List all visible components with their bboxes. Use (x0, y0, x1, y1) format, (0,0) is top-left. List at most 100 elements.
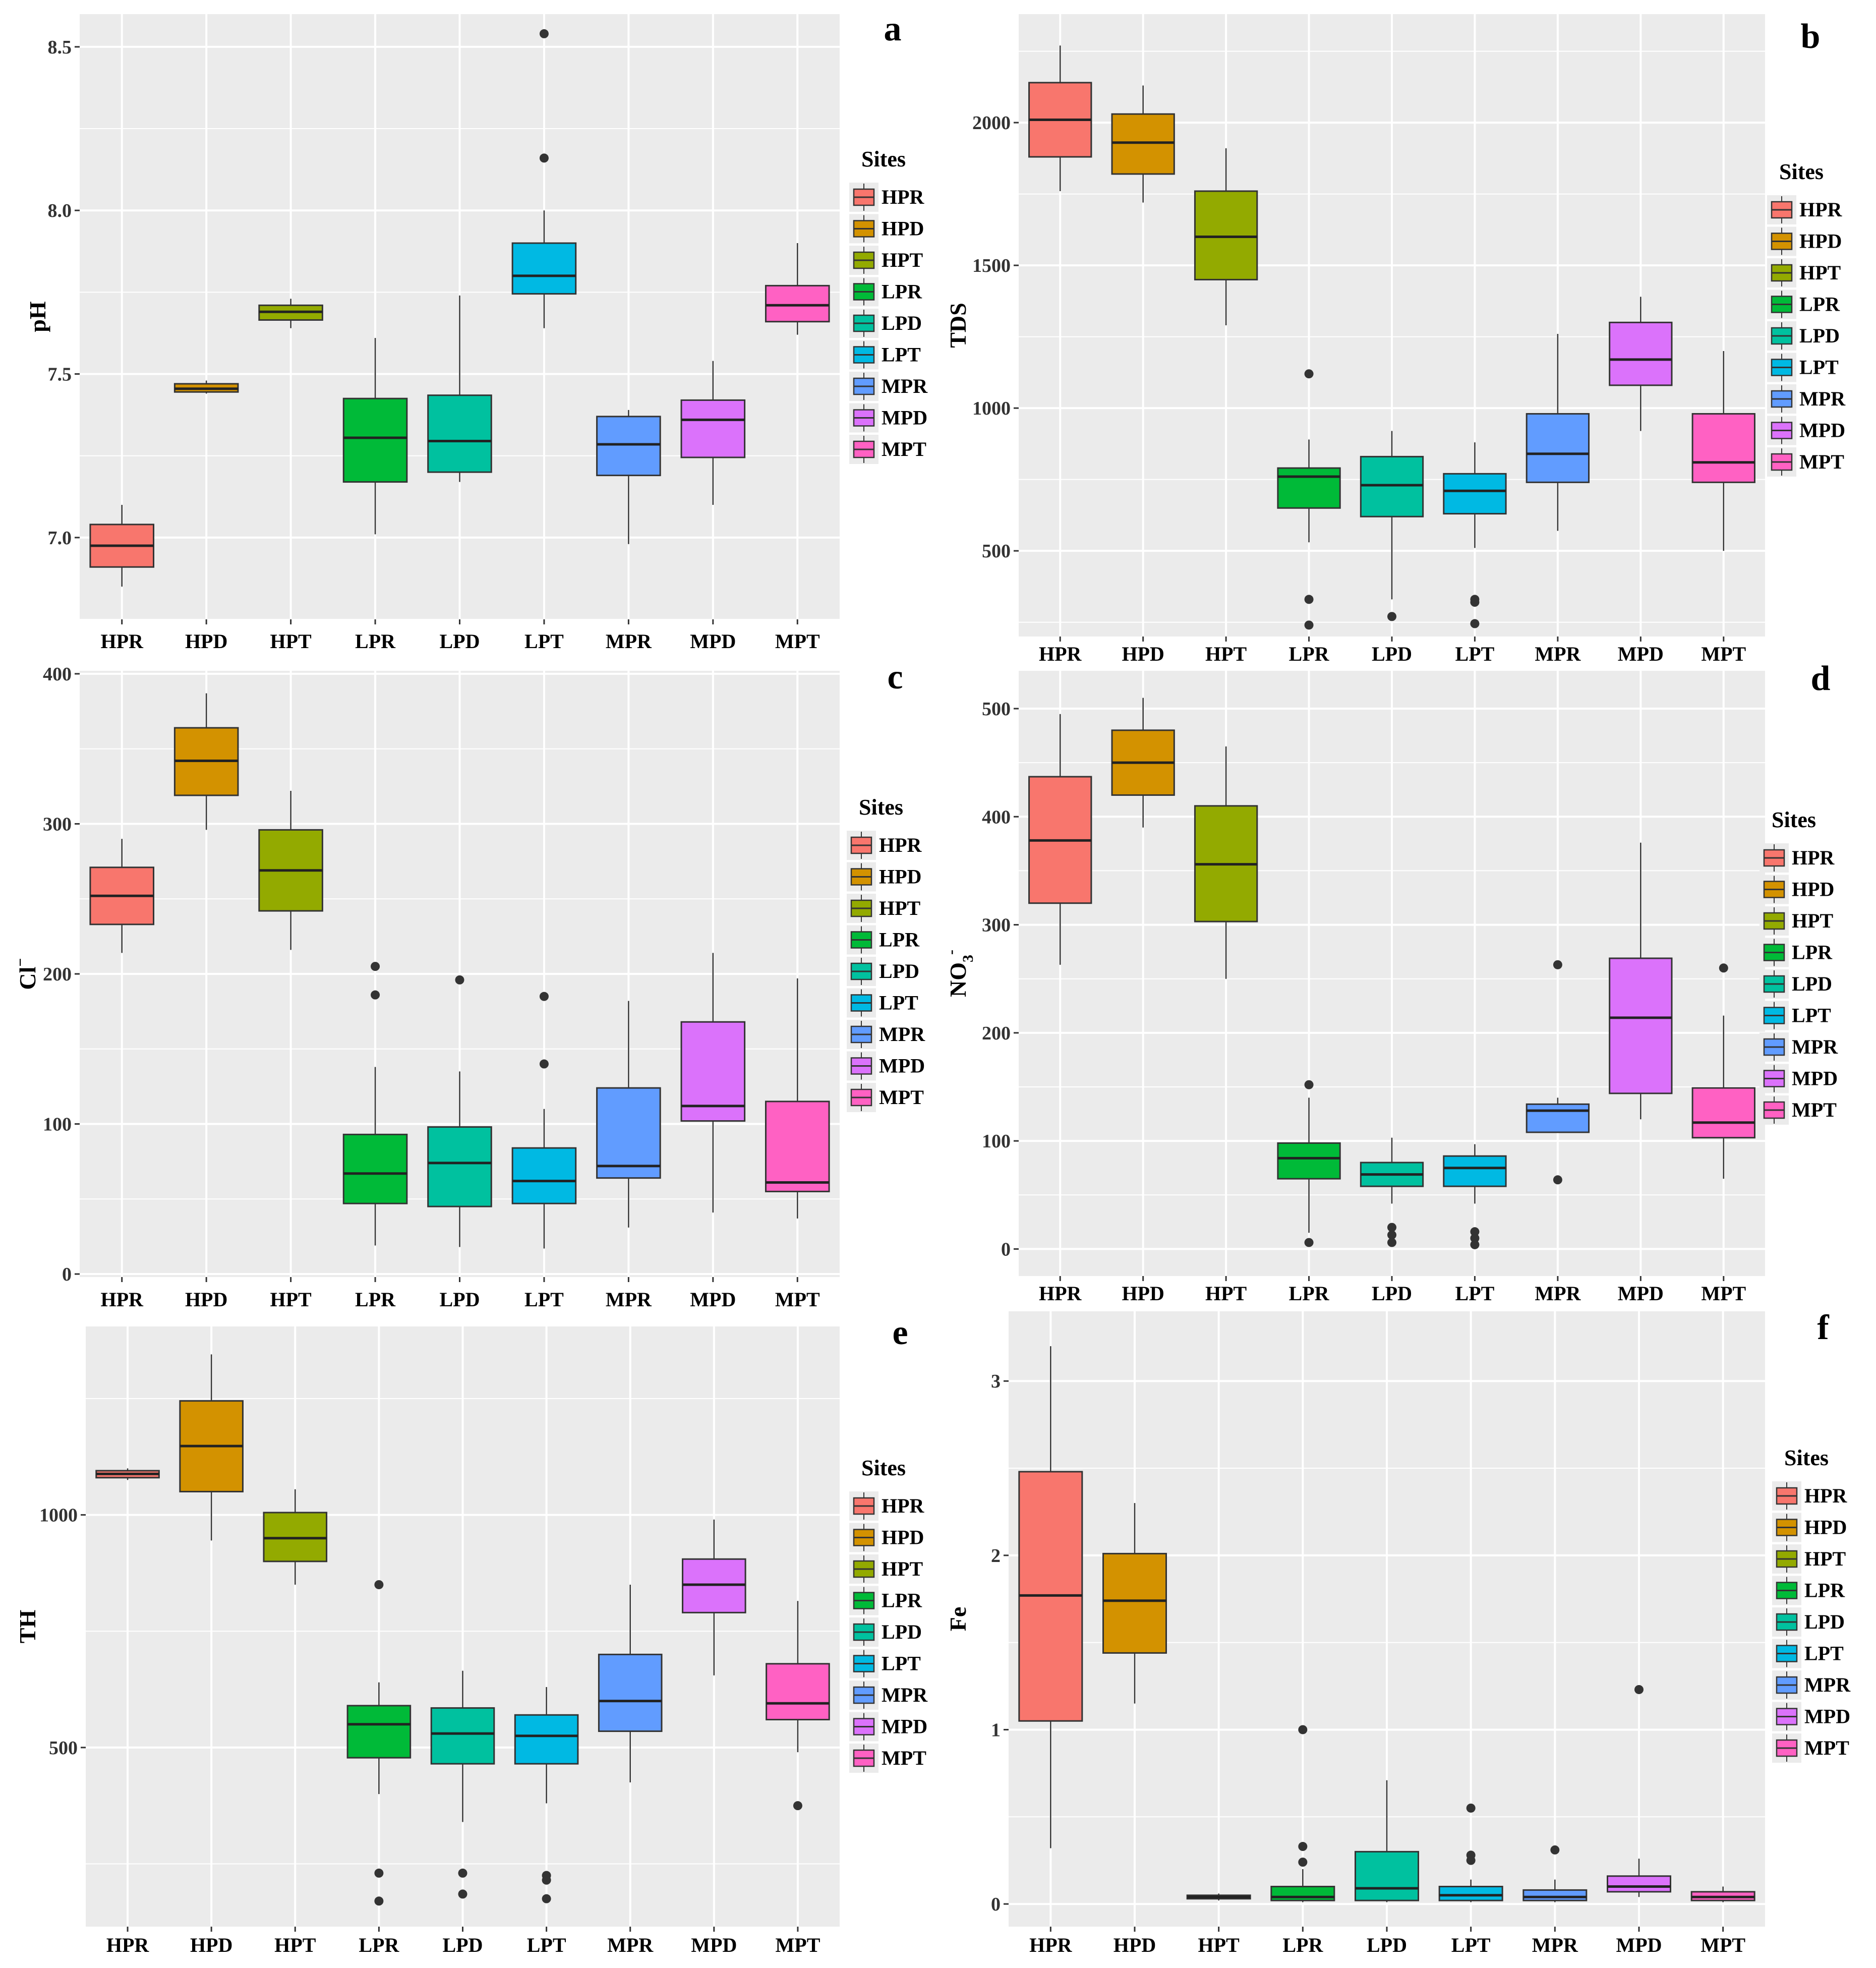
y-axis-title: Fe (945, 1607, 971, 1632)
legend: Sites HPR HPD HPT LPR LPD LPT MPR MPD MPT (849, 1456, 928, 1773)
legend-label: HPR (1792, 846, 1835, 869)
x-tick-label: LPD (440, 1288, 480, 1311)
legend-label: MPD (1804, 1705, 1850, 1728)
box-body (1102, 1552, 1167, 1654)
legend-key-MPR (1767, 384, 1796, 414)
x-tick-label: HPT (270, 630, 312, 653)
x-tick-label: LPT (524, 1288, 564, 1311)
outlier-point (1553, 1175, 1562, 1185)
legend-label: LPD (1799, 324, 1840, 347)
box-LPD (427, 295, 492, 482)
x-tick-label: MPR (606, 1288, 652, 1311)
legend-key-MPT (1760, 1095, 1789, 1125)
y-tick-label: 200 (43, 964, 72, 985)
legend-label: HPD (1799, 230, 1842, 253)
legend-label: HPD (882, 1526, 924, 1549)
box-body (765, 284, 830, 323)
outlier-point (1298, 1842, 1308, 1851)
legend-label: LPR (1799, 293, 1840, 316)
y-tick-label: 2 (991, 1545, 1001, 1567)
legend-key-MPD (1772, 1702, 1801, 1731)
legend-key-HPR (1767, 195, 1796, 224)
legend-label: MPD (879, 1055, 925, 1077)
outlier-point (1466, 1803, 1476, 1813)
y-axis-title: Cl− (12, 958, 40, 990)
box-body (596, 416, 661, 477)
outlier-point (539, 1059, 549, 1069)
x-tick-label: LPD (1372, 1282, 1412, 1305)
legend-key-LPT (1772, 1639, 1801, 1668)
legend-label: MPD (1792, 1067, 1838, 1090)
outlier-point (1470, 595, 1480, 604)
legend-title: Sites (1772, 807, 1816, 832)
box-MPT (765, 978, 830, 1219)
legend-label: LPR (879, 929, 920, 951)
grid-lines (1009, 1311, 1765, 1927)
legend-key-HPD (1760, 875, 1789, 904)
box-LPR (1270, 1725, 1335, 1902)
legend-label: LPD (1804, 1610, 1845, 1633)
legend-key-HPT (1767, 258, 1796, 287)
legend-key-LPR (849, 277, 878, 307)
box-body (1609, 957, 1673, 1094)
box-HPT (258, 791, 323, 950)
legend-label: LPR (882, 280, 922, 303)
box-MPT (1691, 963, 1755, 1179)
outlier-point (539, 29, 549, 38)
outlier-point (1634, 1685, 1644, 1694)
box-body (427, 394, 492, 473)
x-tick-label: HPT (270, 1288, 312, 1311)
x-tick-label: MPT (776, 1934, 820, 1956)
legend-key-MPR (849, 372, 878, 401)
box-HPT (1194, 148, 1258, 325)
legend-key-MPR (847, 1020, 876, 1049)
x-tick-label: MPR (1532, 1934, 1578, 1956)
box-LPR (342, 338, 408, 535)
box-body (1194, 190, 1258, 280)
y-tick-label: 400 (43, 664, 72, 685)
y-tick-label: 3 (991, 1371, 1001, 1392)
x-tick-label: MPT (1701, 1282, 1746, 1305)
outlier-point (1550, 1845, 1560, 1855)
legend-key-HPR (847, 831, 876, 860)
legend-label: LPT (882, 1652, 921, 1675)
box-HPT (258, 299, 323, 328)
legend-key-MPD (1760, 1064, 1789, 1093)
y-tick-label: 2000 (972, 112, 1011, 134)
box-body (1691, 1087, 1755, 1139)
legend-key-MPT (1767, 447, 1796, 477)
box-LPD (1360, 1137, 1424, 1247)
box-MPR (1526, 960, 1590, 1185)
x-tick-label: MPR (606, 630, 652, 653)
legend-label: LPR (882, 1589, 922, 1612)
legend-key-LPT (847, 988, 876, 1018)
legend-title: Sites (861, 147, 906, 171)
legend-label: MPD (882, 407, 927, 429)
legend-key-HPT (847, 894, 876, 923)
y-tick-label: 0 (1001, 1239, 1011, 1260)
outlier-point (539, 992, 549, 1001)
box-LPT (1438, 1803, 1503, 1902)
x-tick-label: HPR (1029, 1934, 1073, 1956)
outlier-point (371, 962, 380, 971)
legend-label: MPT (1792, 1098, 1837, 1121)
box-body (1277, 1142, 1341, 1180)
legend-label: HPT (1799, 261, 1841, 284)
x-tick-label: LPR (359, 1934, 399, 1956)
outlier-point (1387, 1238, 1396, 1247)
y-axis-title-text: Fe (945, 1607, 971, 1632)
x-tick-label: HPD (185, 1288, 227, 1311)
outlier-point (455, 975, 464, 985)
legend-label: MPR (1792, 1035, 1838, 1058)
legend-key-LPD (849, 1617, 878, 1647)
legend-label: LPT (882, 343, 921, 366)
box-body (1526, 413, 1590, 483)
y-axis-title: TDS (945, 303, 971, 348)
y-tick-label: 100 (982, 1131, 1011, 1152)
legend-key-HPT (849, 1554, 878, 1584)
legend-label: MPR (879, 1023, 925, 1046)
box-MPR (1522, 1845, 1588, 1902)
legend-key-MPT (1772, 1733, 1801, 1763)
x-tick-label: LPD (1367, 1934, 1407, 1956)
legend-key-HPD (849, 1523, 878, 1552)
